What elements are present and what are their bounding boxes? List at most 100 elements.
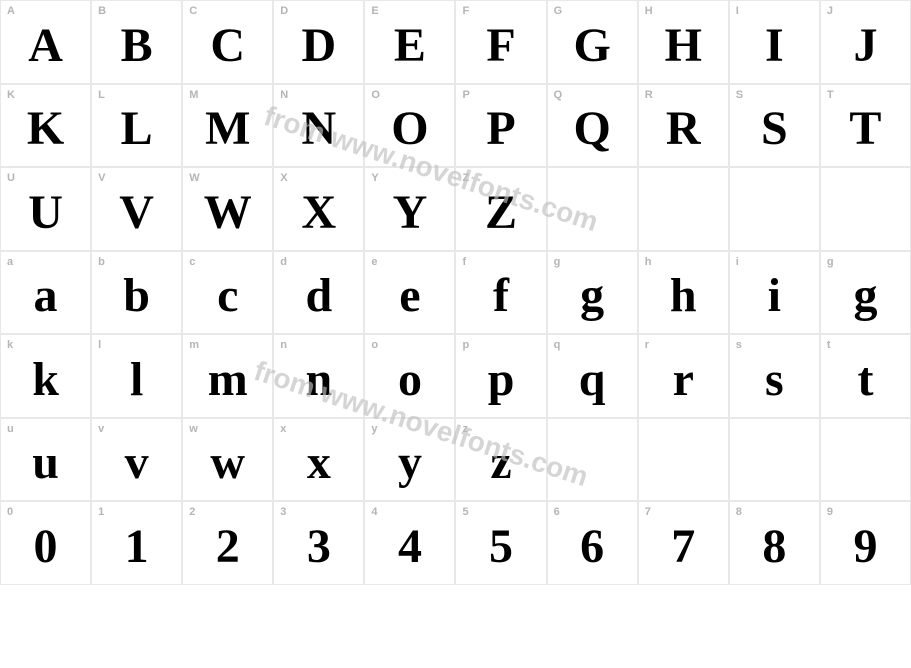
- glyph-cell: PP: [455, 84, 546, 168]
- glyph-cell: EE: [364, 0, 455, 84]
- cell-label: k: [7, 339, 13, 351]
- cell-label: S: [736, 89, 743, 101]
- glyph-cell: nn: [273, 334, 364, 418]
- glyph-cell: YY: [364, 167, 455, 251]
- glyph-cell: ee: [364, 251, 455, 335]
- glyph-cell: aa: [0, 251, 91, 335]
- glyph-cell: kk: [0, 334, 91, 418]
- glyph: J: [853, 22, 877, 70]
- glyph: I: [765, 22, 784, 70]
- glyph: t: [857, 356, 873, 404]
- glyph-cell: tt: [820, 334, 911, 418]
- cell-label: G: [554, 5, 563, 17]
- glyph-cell: 22: [182, 501, 273, 585]
- glyph: B: [121, 22, 153, 70]
- glyph: n: [305, 356, 332, 404]
- glyph-cell: [820, 418, 911, 502]
- cell-label: Q: [554, 89, 563, 101]
- glyph: 9: [853, 523, 877, 571]
- glyph: 3: [307, 523, 331, 571]
- glyph: m: [208, 356, 248, 404]
- glyph-cell: [729, 418, 820, 502]
- cell-label: A: [7, 5, 15, 17]
- cell-label: P: [462, 89, 469, 101]
- cell-label: 6: [554, 506, 560, 518]
- cell-label: Y: [371, 172, 378, 184]
- cell-label: d: [280, 256, 287, 268]
- cell-label: K: [7, 89, 15, 101]
- glyph-cell: LL: [91, 84, 182, 168]
- cell-label: L: [98, 89, 105, 101]
- glyph: H: [665, 22, 702, 70]
- cell-label: 0: [7, 506, 13, 518]
- cell-label: f: [462, 256, 466, 268]
- glyph-cell: yy: [364, 418, 455, 502]
- glyph-cell: xx: [273, 418, 364, 502]
- glyph: K: [27, 105, 64, 153]
- glyph-cell: qq: [547, 334, 638, 418]
- cell-label: C: [189, 5, 197, 17]
- cell-label: E: [371, 5, 378, 17]
- glyph: 8: [762, 523, 786, 571]
- glyph: F: [486, 22, 515, 70]
- cell-label: 1: [98, 506, 104, 518]
- glyph-cell: ii: [729, 251, 820, 335]
- glyph-cell: gg: [820, 251, 911, 335]
- glyph-cell: QQ: [547, 84, 638, 168]
- glyph-cell: mm: [182, 334, 273, 418]
- glyph-cell: vv: [91, 418, 182, 502]
- glyph-cell: rr: [638, 334, 729, 418]
- glyph: G: [573, 22, 610, 70]
- glyph-grid: AABBCCDDEEFFGGHHIIJJKKLLMMNNOOPPQQRRSSTT…: [0, 0, 911, 585]
- glyph-cell: FF: [455, 0, 546, 84]
- glyph-cell: [638, 418, 729, 502]
- glyph: X: [302, 189, 337, 237]
- cell-label: F: [462, 5, 469, 17]
- glyph: T: [849, 105, 881, 153]
- glyph: S: [761, 105, 788, 153]
- glyph: v: [125, 439, 149, 487]
- glyph-cell: [729, 167, 820, 251]
- glyph: P: [486, 105, 515, 153]
- glyph-cell: II: [729, 0, 820, 84]
- glyph-cell: 00: [0, 501, 91, 585]
- glyph: f: [493, 272, 509, 320]
- glyph: 0: [34, 523, 58, 571]
- glyph: c: [217, 272, 238, 320]
- cell-label: y: [371, 423, 377, 435]
- cell-label: q: [554, 339, 561, 351]
- cell-label: h: [645, 256, 652, 268]
- cell-label: c: [189, 256, 195, 268]
- glyph-cell: RR: [638, 84, 729, 168]
- cell-label: V: [98, 172, 105, 184]
- cell-label: x: [280, 423, 286, 435]
- glyph-cell: OO: [364, 84, 455, 168]
- glyph-cell: WW: [182, 167, 273, 251]
- glyph-cell: JJ: [820, 0, 911, 84]
- glyph: L: [121, 105, 153, 153]
- glyph-cell: DD: [273, 0, 364, 84]
- glyph: W: [204, 189, 252, 237]
- cell-label: z: [462, 423, 468, 435]
- cell-label: B: [98, 5, 106, 17]
- glyph: N: [302, 105, 337, 153]
- glyph: Q: [573, 105, 610, 153]
- glyph-cell: TT: [820, 84, 911, 168]
- glyph: l: [130, 356, 143, 404]
- glyph: V: [119, 189, 154, 237]
- glyph-cell: 44: [364, 501, 455, 585]
- glyph-cell: HH: [638, 0, 729, 84]
- glyph: s: [765, 356, 784, 404]
- glyph: D: [302, 22, 337, 70]
- cell-label: T: [827, 89, 834, 101]
- cell-label: I: [736, 5, 739, 17]
- glyph: i: [768, 272, 781, 320]
- glyph: Y: [393, 189, 428, 237]
- glyph: O: [391, 105, 428, 153]
- cell-label: r: [645, 339, 649, 351]
- cell-label: e: [371, 256, 377, 268]
- glyph-cell: 66: [547, 501, 638, 585]
- cell-label: X: [280, 172, 287, 184]
- glyph: x: [307, 439, 331, 487]
- glyph-cell: gg: [547, 251, 638, 335]
